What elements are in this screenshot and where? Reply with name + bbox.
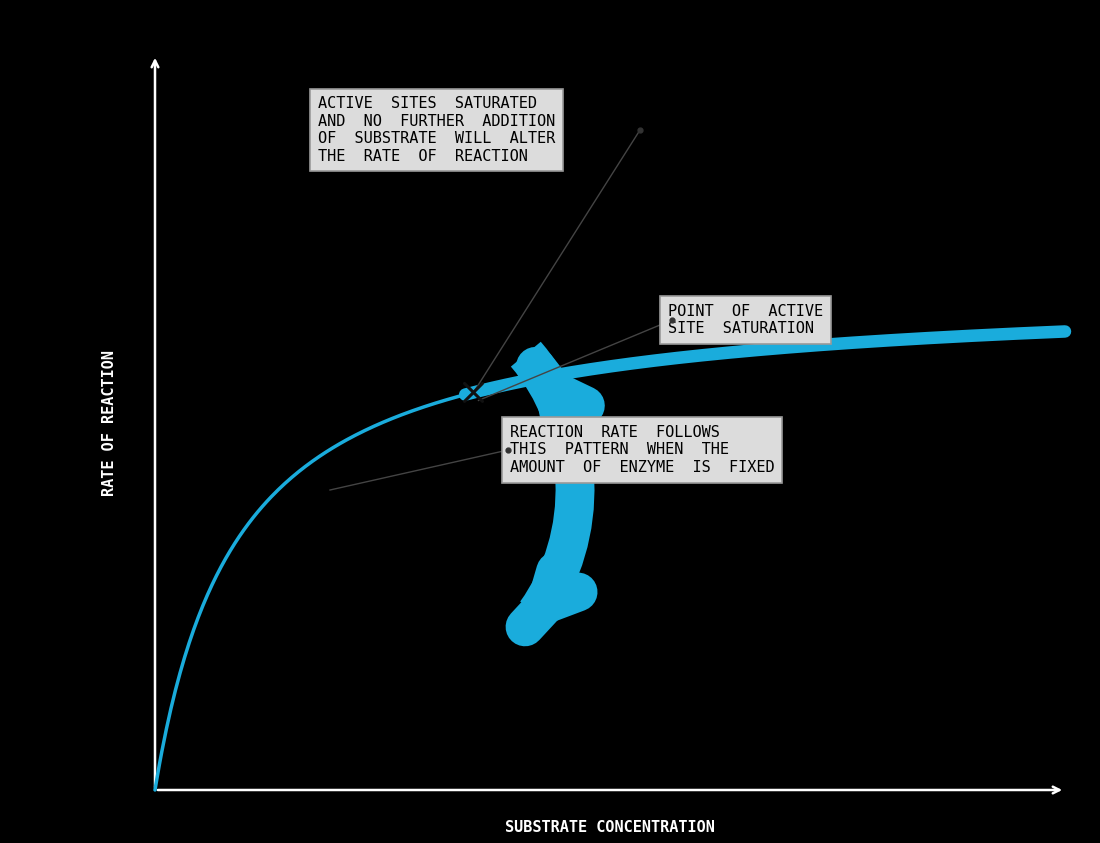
- Text: ACTIVE  SITES  SATURATED
AND  NO  FURTHER  ADDITION
OF  SUBSTRATE  WILL  ALTER
T: ACTIVE SITES SATURATED AND NO FURTHER AD…: [318, 96, 556, 164]
- Text: SUBSTRATE CONCENTRATION: SUBSTRATE CONCENTRATION: [505, 820, 715, 835]
- Text: RATE OF REACTION: RATE OF REACTION: [102, 350, 118, 496]
- Text: REACTION  RATE  FOLLOWS
THIS  PATTERN  WHEN  THE
AMOUNT  OF  ENZYME  IS  FIXED: REACTION RATE FOLLOWS THIS PATTERN WHEN …: [510, 425, 774, 475]
- Text: POINT  OF  ACTIVE
SITE  SATURATION: POINT OF ACTIVE SITE SATURATION: [668, 303, 823, 336]
